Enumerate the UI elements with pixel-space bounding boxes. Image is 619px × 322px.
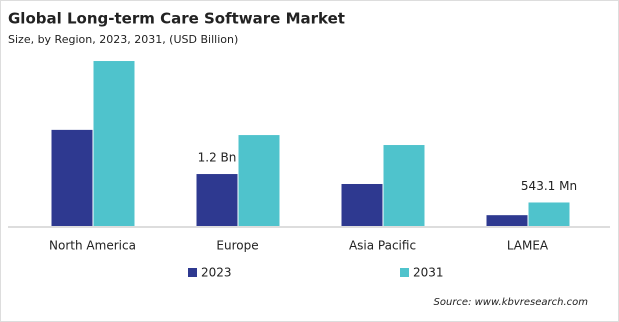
x-tick-label: North America (49, 239, 136, 253)
bar (528, 202, 570, 226)
bar (196, 174, 238, 226)
bar (93, 61, 135, 226)
bar (238, 135, 280, 226)
x-tick-label: Europe (216, 239, 258, 253)
x-tick-label: Asia Pacific (349, 239, 416, 253)
bar (341, 183, 383, 226)
legend-label: 2023 (201, 266, 232, 280)
data-label: 543.1 Mn (521, 179, 577, 193)
bar (383, 145, 425, 226)
x-tick-label: LAMEA (507, 239, 549, 253)
bar (51, 129, 93, 226)
data-label: 1.2 Bn (198, 151, 237, 165)
chart-subtitle: Size, by Region, 2023, 2031, (USD Billio… (8, 33, 238, 46)
legend-swatch (188, 268, 197, 277)
source: Source: www.kbvresearch.com (434, 297, 589, 308)
legend-swatch (400, 268, 409, 277)
bar (486, 215, 528, 226)
legend-label: 2031 (413, 266, 444, 280)
chart-title: Global Long-term Care Software Market (8, 10, 345, 28)
